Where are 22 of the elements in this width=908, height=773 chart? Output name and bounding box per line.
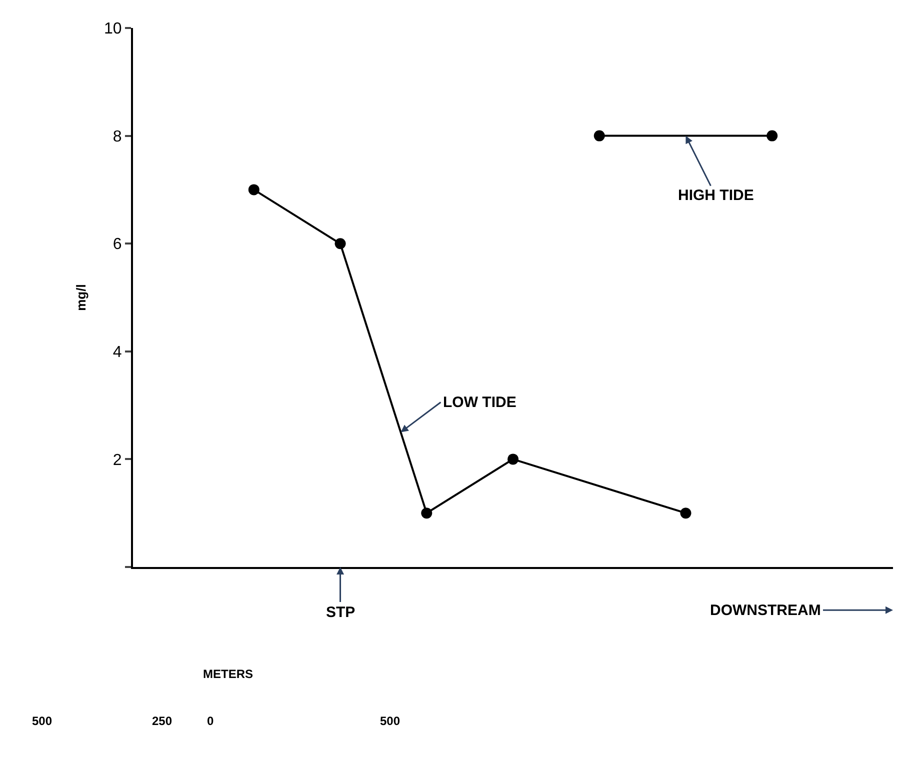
y-tick-label: 8 <box>112 128 122 146</box>
text: 500 <box>32 714 52 728</box>
point <box>508 454 518 465</box>
text: DOWNSTREAM <box>710 602 821 619</box>
text: 500 <box>380 714 400 728</box>
text: METERS <box>203 667 254 681</box>
point <box>248 184 260 196</box>
text: HIGH TIDE <box>678 187 754 204</box>
point <box>680 508 692 519</box>
text: 0 <box>207 714 214 728</box>
text: 250 <box>152 714 172 728</box>
y-tick-label: 4 <box>112 344 122 361</box>
point <box>766 130 778 142</box>
y-tick-label: 6 <box>112 236 122 254</box>
y-tick-label: 10 <box>104 20 122 38</box>
text: STP <box>326 604 356 621</box>
y-tick-label: 2 <box>112 452 122 469</box>
point <box>594 130 605 142</box>
point <box>421 508 432 519</box>
point <box>334 238 346 250</box>
text: LOW TIDE <box>443 394 516 411</box>
y-axis-title: mg/l <box>73 284 88 311</box>
